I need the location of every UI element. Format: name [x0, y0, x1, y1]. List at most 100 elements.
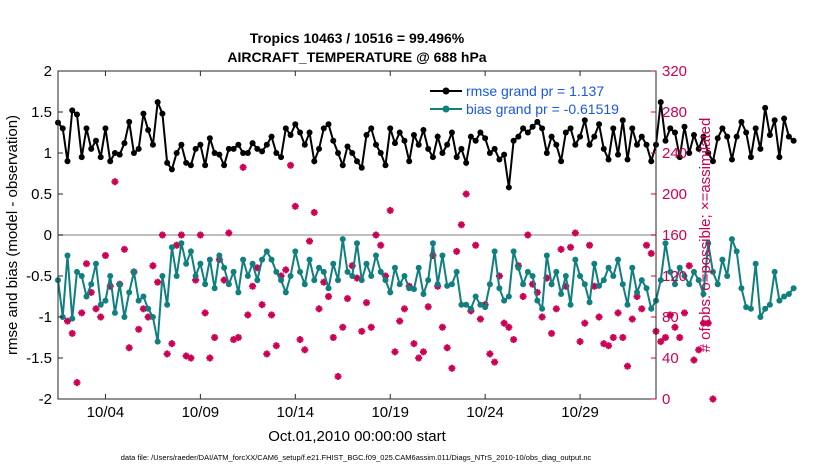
rmse-point	[714, 135, 721, 142]
rmse-point	[524, 129, 531, 136]
y-left-tick-label: -1.5	[26, 350, 52, 367]
rmse-point	[548, 133, 555, 140]
rmse-point	[591, 133, 598, 140]
rmse-point	[401, 137, 408, 144]
bias-point	[458, 301, 465, 308]
rmse-point	[311, 158, 318, 165]
bias-point	[577, 273, 584, 279]
rmse-point	[733, 133, 740, 140]
rmse-point	[88, 145, 95, 152]
rmse-point	[254, 145, 261, 152]
obs-marker	[135, 325, 143, 333]
obs-marker-d2	[648, 250, 655, 257]
obs-marker	[510, 336, 518, 344]
bias-point	[719, 256, 726, 263]
obs-marker	[657, 338, 665, 346]
obs-marker	[325, 293, 333, 300]
rmse-point	[420, 127, 427, 134]
obs-marker-d2	[595, 313, 603, 321]
bias-point	[206, 256, 213, 263]
obs-marker	[173, 241, 181, 249]
bias-point	[790, 285, 797, 292]
bias-point	[747, 305, 754, 312]
y-right-tick-label: 240	[662, 145, 687, 162]
rmse-point	[192, 145, 199, 152]
rmse-point	[377, 150, 384, 156]
bias-point	[111, 309, 118, 316]
obs-marker-d2	[448, 365, 455, 372]
rmse-point	[425, 145, 432, 152]
bias-point	[325, 285, 332, 292]
bias-point	[249, 260, 256, 267]
bias-point	[496, 285, 503, 292]
rmse-point	[757, 145, 764, 152]
rmse-point	[235, 141, 242, 148]
obs-marker-d2	[149, 262, 156, 269]
obs-marker-d2	[353, 274, 361, 282]
bias-point	[187, 248, 194, 255]
bias-point	[183, 260, 190, 267]
obs-marker	[557, 245, 565, 253]
obs-marker-d2	[477, 315, 484, 323]
bias-point	[553, 268, 560, 275]
bias-point	[149, 314, 156, 320]
obs-marker-d2	[287, 162, 294, 169]
bias-point	[524, 268, 531, 275]
obs-marker-d2	[202, 309, 209, 316]
rmse-point	[785, 133, 792, 140]
bias-point	[572, 256, 579, 263]
rmse-point	[705, 150, 712, 156]
obs-marker	[453, 247, 461, 255]
obs-marker-d2	[401, 305, 408, 312]
obs-marker	[624, 362, 632, 370]
rmse-point	[306, 129, 313, 136]
obs-marker	[538, 313, 546, 321]
bias-point	[676, 264, 683, 271]
rmse-point	[762, 104, 769, 111]
bias-point	[515, 264, 522, 271]
rmse-point	[121, 140, 128, 147]
rmse-point	[301, 141, 308, 148]
obs-marker	[168, 340, 176, 348]
obs-marker	[491, 358, 499, 366]
rmse-point	[164, 159, 171, 166]
obs-marker	[282, 266, 290, 274]
bias-point	[401, 273, 408, 279]
obs-marker-d2	[391, 348, 399, 355]
rmse-point	[615, 151, 622, 158]
bias-point	[420, 291, 427, 298]
bias-point	[221, 264, 228, 271]
bias-point	[776, 297, 783, 304]
obs-marker-d2	[64, 318, 71, 325]
bias-point	[154, 338, 161, 345]
obs-marker	[154, 278, 162, 286]
rmse-point	[577, 133, 584, 140]
bias-point	[501, 297, 508, 304]
obs-marker	[287, 161, 295, 169]
obs-marker-d2	[92, 305, 100, 312]
obs-marker-d2	[410, 340, 418, 347]
bias-point	[695, 277, 702, 284]
rmse-point	[643, 141, 650, 148]
legend: rmse grand pr = 1.137 bias grand pr = -0…	[430, 83, 619, 117]
bias-point	[354, 240, 360, 247]
obs-marker	[443, 344, 451, 352]
obs-marker	[676, 334, 684, 341]
obs-marker-d2	[315, 305, 323, 312]
bias-point	[197, 260, 204, 267]
rmse-point	[382, 162, 389, 169]
obs-marker	[344, 295, 352, 303]
bias-point	[714, 281, 721, 288]
rmse-point	[183, 159, 190, 166]
obs-markers	[63, 161, 717, 403]
obs-marker	[567, 243, 575, 251]
rmse-point	[567, 125, 574, 132]
obs-marker-d2	[690, 356, 698, 364]
bias-point	[472, 293, 479, 300]
y-left-tick-label: 0.5	[31, 186, 52, 203]
rmse-point	[268, 133, 275, 140]
rmse-point	[738, 118, 745, 125]
rmse-point	[553, 141, 560, 148]
bias-point	[173, 273, 180, 279]
obs-marker-d2	[377, 242, 384, 249]
